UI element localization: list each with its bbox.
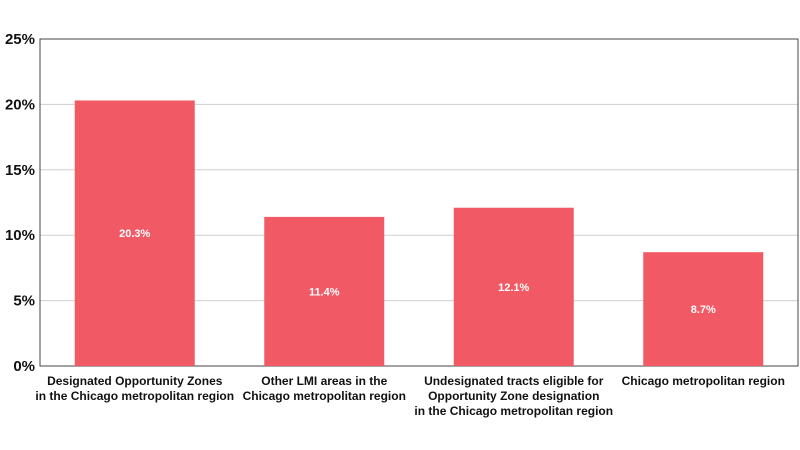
x-category-label-line: Chicago metropolitan region [243, 389, 406, 403]
data-label: 20.3% [119, 228, 150, 240]
x-category-label-line: Other LMI areas in the [261, 374, 387, 388]
plot-frame [39, 38, 799, 367]
x-category-label-line: Chicago metropolitan region [622, 374, 785, 388]
bar [643, 252, 764, 366]
data-label: 12.1% [498, 282, 529, 294]
x-category-label-line: in the Chicago metropolitan region [414, 404, 613, 418]
bars [74, 100, 764, 366]
y-tick-label: 20% [5, 96, 35, 113]
x-category-label-line: Opportunity Zone designation [428, 389, 599, 403]
y-tick-label: 15% [5, 162, 35, 179]
bar [74, 100, 195, 366]
x-category-label: Designated Opportunity Zones in the Chica… [35, 374, 234, 403]
data-label: 11.4% [309, 286, 340, 298]
x-axis-category-labels: Designated Opportunity Zones in the Chica… [35, 374, 785, 418]
bar [264, 216, 385, 366]
x-category-label-line: Undesignated tracts eligible for [424, 374, 604, 388]
x-category-label-line: Designated Opportunity Zones [47, 374, 223, 388]
x-category-label-line: in the Chicago metropolitan region [35, 389, 234, 403]
y-tick-label: 5% [13, 293, 35, 310]
y-tick-label: 10% [5, 227, 35, 244]
data-label: 8.7% [691, 304, 716, 316]
x-category-label: Undesignated tracts eligible for Opportun… [414, 374, 613, 418]
data-labels: 20.3% 11.4% 12.1% 8.7% [119, 228, 716, 316]
y-axis-tick-labels: 0% 5% 10% 15% 20% 25% [5, 31, 35, 375]
x-category-label: Chicago metropolitan region [622, 374, 785, 388]
x-category-label: Other LMI areas in the Chicago metropolit… [243, 374, 406, 403]
bar [453, 207, 574, 366]
y-tick-label: 25% [5, 31, 35, 48]
y-tick-label: 0% [13, 358, 35, 375]
